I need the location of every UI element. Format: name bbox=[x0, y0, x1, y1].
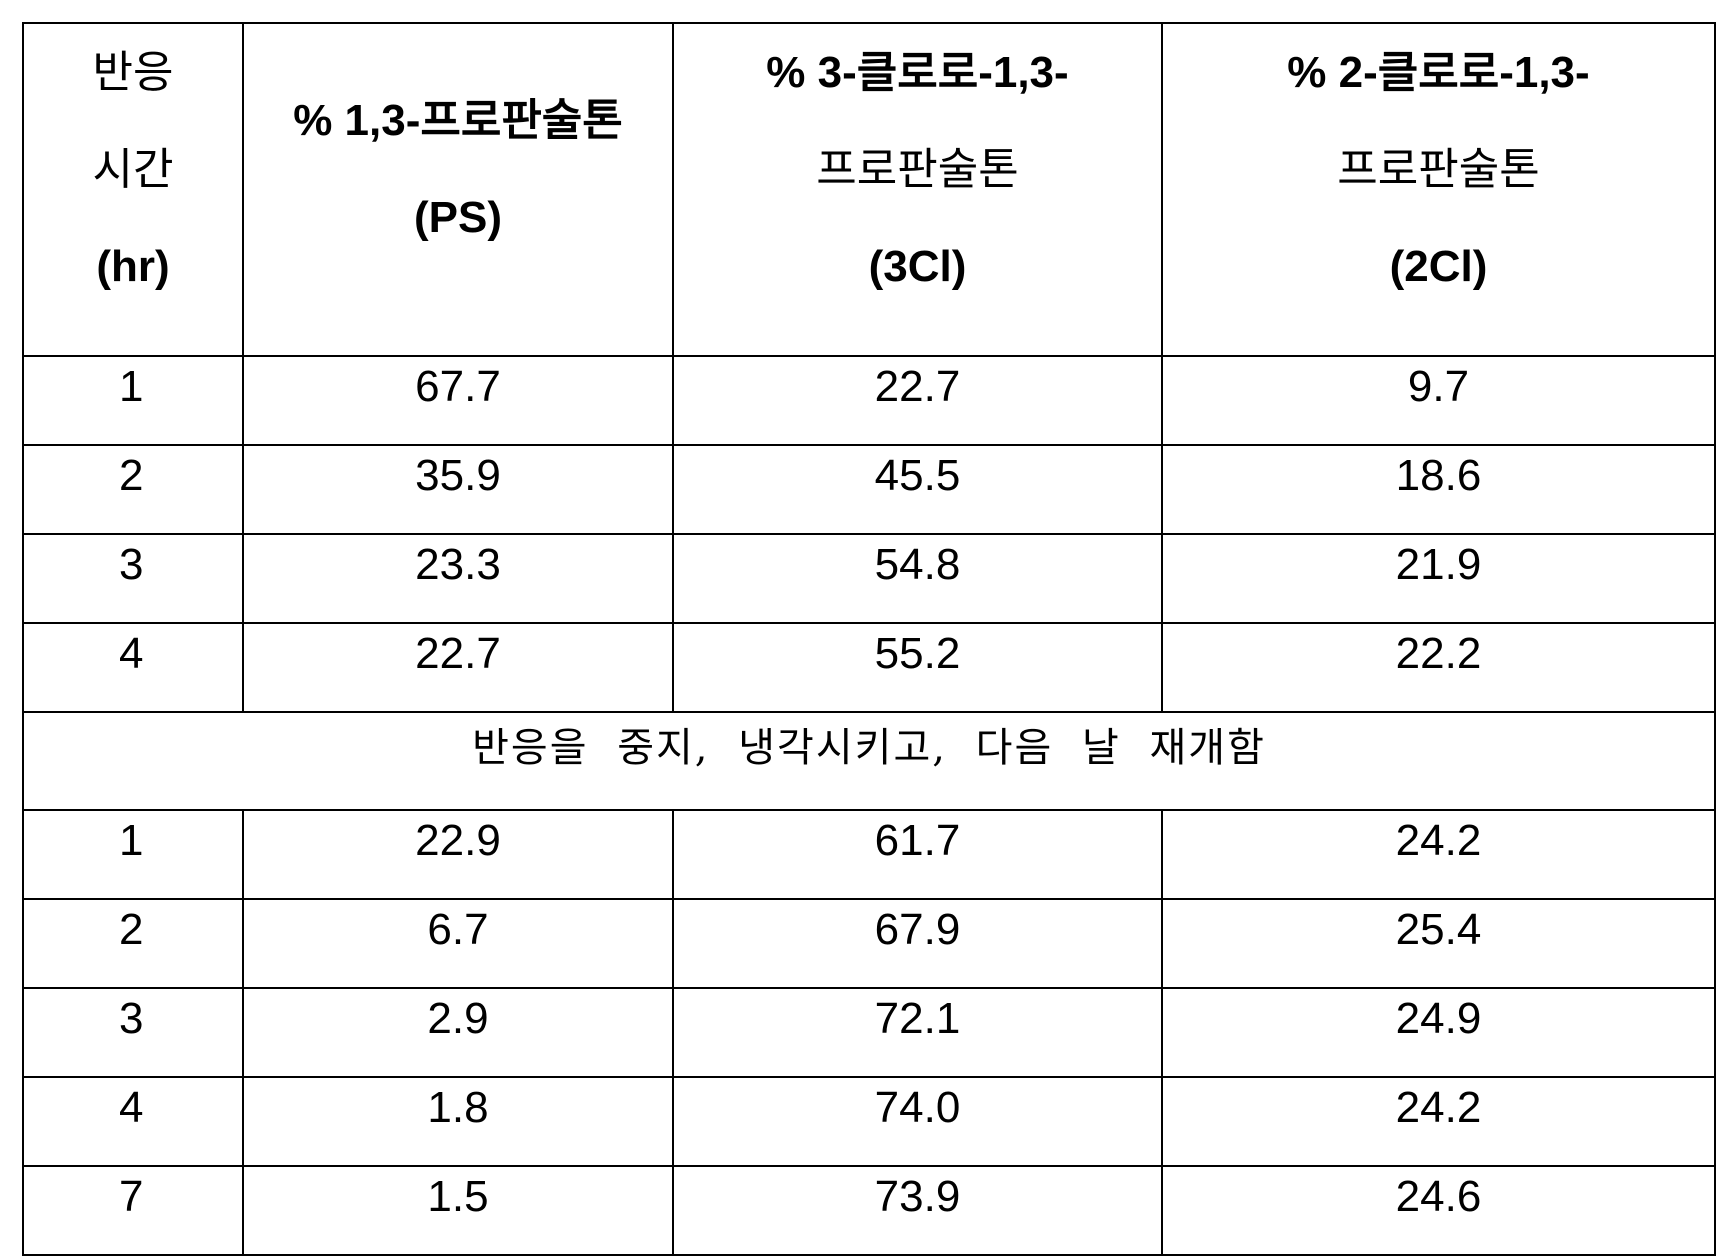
cell-2cl: 25.4 bbox=[1162, 899, 1715, 988]
header-line: (PS) bbox=[244, 169, 672, 266]
cell-3cl: 55.2 bbox=[673, 623, 1162, 712]
table-row: 422.755.222.2 bbox=[23, 623, 1715, 712]
cell-3cl: 54.8 bbox=[673, 534, 1162, 623]
table-row: 41.874.024.2 bbox=[23, 1077, 1715, 1166]
header-line: % 3-클로로-1,3- bbox=[674, 24, 1161, 121]
cell-ps: 22.7 bbox=[243, 623, 673, 712]
cell-ps: 23.3 bbox=[243, 534, 673, 623]
cell-2cl: 18.6 bbox=[1162, 445, 1715, 534]
cell-time: 4 bbox=[23, 623, 243, 712]
cell-ps: 35.9 bbox=[243, 445, 673, 534]
cell-ps: 1.5 bbox=[243, 1166, 673, 1255]
header-line: (3Cl) bbox=[674, 218, 1161, 315]
cell-ps: 2.9 bbox=[243, 988, 673, 1077]
cell-3cl: 72.1 bbox=[673, 988, 1162, 1077]
cell-time: 3 bbox=[23, 534, 243, 623]
note-text: 반응을 중지, 냉각시키고, 다음 날 재개함 bbox=[23, 712, 1715, 810]
cell-2cl: 24.6 bbox=[1162, 1166, 1715, 1255]
header-line: 시간 bbox=[24, 121, 242, 218]
header-row: 반응 시간 (hr) % 1,3-프로판술톤 (PS) % 3-클로로-1,3-… bbox=[23, 23, 1715, 356]
cell-time: 7 bbox=[23, 1166, 243, 1255]
table-row: 26.767.925.4 bbox=[23, 899, 1715, 988]
header-reaction-time: 반응 시간 (hr) bbox=[23, 23, 243, 356]
header-line: 반응 bbox=[24, 24, 242, 121]
cell-ps: 22.9 bbox=[243, 810, 673, 899]
cell-time: 4 bbox=[23, 1077, 243, 1166]
cell-3cl: 73.9 bbox=[673, 1166, 1162, 1255]
header-line: % 2-클로로-1,3- bbox=[1163, 24, 1714, 121]
header-ps: % 1,3-프로판술톤 (PS) bbox=[243, 23, 673, 356]
cell-3cl: 22.7 bbox=[673, 356, 1162, 445]
cell-time: 2 bbox=[23, 899, 243, 988]
header-line: (2Cl) bbox=[1163, 218, 1714, 315]
cell-time: 2 bbox=[23, 445, 243, 534]
cell-ps: 1.8 bbox=[243, 1077, 673, 1166]
cell-2cl: 24.9 bbox=[1162, 988, 1715, 1077]
cell-3cl: 74.0 bbox=[673, 1077, 1162, 1166]
header-line: (hr) bbox=[24, 218, 242, 315]
cell-2cl: 21.9 bbox=[1162, 534, 1715, 623]
note-row: 반응을 중지, 냉각시키고, 다음 날 재개함 bbox=[23, 712, 1715, 810]
cell-ps: 6.7 bbox=[243, 899, 673, 988]
header-line: 프로판술톤 bbox=[1163, 121, 1714, 218]
cell-time: 1 bbox=[23, 810, 243, 899]
cell-time: 1 bbox=[23, 356, 243, 445]
table-row: 32.972.124.9 bbox=[23, 988, 1715, 1077]
cell-3cl: 67.9 bbox=[673, 899, 1162, 988]
cell-3cl: 45.5 bbox=[673, 445, 1162, 534]
data-table: 반응 시간 (hr) % 1,3-프로판술톤 (PS) % 3-클로로-1,3-… bbox=[22, 22, 1716, 1256]
table-row: 323.354.821.9 bbox=[23, 534, 1715, 623]
table-row: 167.722.79.7 bbox=[23, 356, 1715, 445]
header-line: % 1,3-프로판술톤 bbox=[244, 72, 672, 169]
cell-ps: 67.7 bbox=[243, 356, 673, 445]
table-row: 235.945.518.6 bbox=[23, 445, 1715, 534]
header-line: 프로판술톤 bbox=[674, 121, 1161, 218]
cell-2cl: 22.2 bbox=[1162, 623, 1715, 712]
header-2cl: % 2-클로로-1,3- 프로판술톤 (2Cl) bbox=[1162, 23, 1715, 356]
header-3cl: % 3-클로로-1,3- 프로판술톤 (3Cl) bbox=[673, 23, 1162, 356]
cell-2cl: 24.2 bbox=[1162, 810, 1715, 899]
table-row: 122.961.724.2 bbox=[23, 810, 1715, 899]
cell-2cl: 24.2 bbox=[1162, 1077, 1715, 1166]
cell-time: 3 bbox=[23, 988, 243, 1077]
table-row: 71.573.924.6 bbox=[23, 1166, 1715, 1255]
cell-3cl: 61.7 bbox=[673, 810, 1162, 899]
cell-2cl: 9.7 bbox=[1162, 356, 1715, 445]
